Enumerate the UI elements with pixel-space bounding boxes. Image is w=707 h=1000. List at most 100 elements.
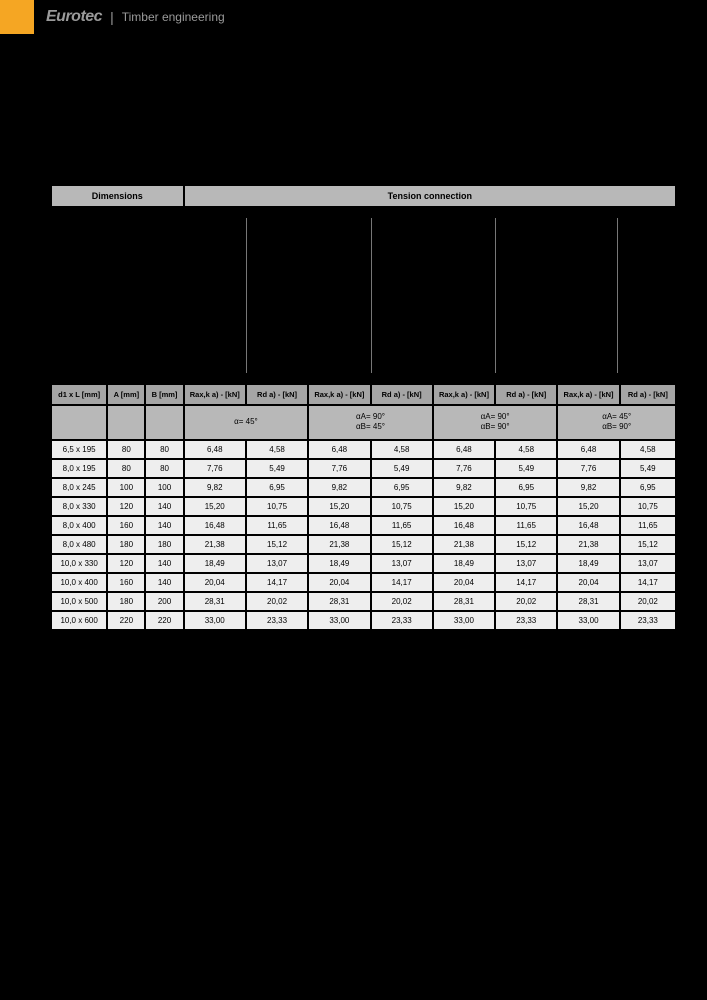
- angle-2: αA= 90° αB= 45°: [309, 406, 432, 439]
- col-raxk-2: Rax,k a) - [kN]: [309, 385, 369, 404]
- table-cell: 10,0 x 600: [52, 612, 106, 629]
- table-cell: 15,12: [496, 536, 556, 553]
- table-cell: 33,00: [185, 612, 245, 629]
- table-cell: 180: [108, 593, 144, 610]
- table-cell: 28,31: [185, 593, 245, 610]
- table-cell: 18,49: [434, 555, 494, 572]
- table-cell: 10,0 x 400: [52, 574, 106, 591]
- table-cell: 18,49: [309, 555, 369, 572]
- col-rd-2: Rd a) - [kN]: [372, 385, 432, 404]
- table-cell: 21,38: [309, 536, 369, 553]
- table-cell: 15,20: [185, 498, 245, 515]
- table-cell: 180: [146, 536, 182, 553]
- table-cell: 140: [146, 574, 182, 591]
- column-header-row: d1 x L [mm] A [mm] B [mm] Rax,k a) - [kN…: [52, 385, 675, 404]
- table-row: 10,0 x 33012014018,4913,0718,4913,0718,4…: [52, 555, 675, 572]
- header-tension: Tension connection: [185, 186, 675, 206]
- table-cell: 15,20: [434, 498, 494, 515]
- table-cell: 4,58: [247, 441, 307, 458]
- header-dimensions: Dimensions: [52, 186, 183, 206]
- table-cell: 33,00: [309, 612, 369, 629]
- table-cell: 7,76: [434, 460, 494, 477]
- table-cell: 5,49: [372, 460, 432, 477]
- angle-blank-0: [52, 406, 106, 439]
- table-cell: 140: [146, 517, 182, 534]
- table-cell: 15,12: [247, 536, 307, 553]
- table-cell: 13,07: [496, 555, 556, 572]
- table-cell: 9,82: [185, 479, 245, 496]
- table-cell: 80: [108, 460, 144, 477]
- table-row: 10,0 x 50018020028,3120,0228,3120,0228,3…: [52, 593, 675, 610]
- angle-blank-2: [146, 406, 182, 439]
- table-cell: 10,75: [372, 498, 432, 515]
- table-cell: 16,48: [558, 517, 618, 534]
- table-cell: 80: [146, 441, 182, 458]
- angle-3: αA= 90° αB= 90°: [434, 406, 557, 439]
- table-cell: 6,95: [621, 479, 675, 496]
- table-cell: 5,49: [496, 460, 556, 477]
- table-row: 8,0 x 48018018021,3815,1221,3815,1221,38…: [52, 536, 675, 553]
- table-cell: 16,48: [309, 517, 369, 534]
- angle-3-line1: αA= 90°: [481, 412, 510, 421]
- table-cell: 5,49: [621, 460, 675, 477]
- col-rd-3: Rd a) - [kN]: [496, 385, 556, 404]
- table-row: 8,0 x 2451001009,826,959,826,959,826,959…: [52, 479, 675, 496]
- page-header: Eurotec | Timber engineering: [0, 0, 707, 34]
- table-cell: 120: [108, 498, 144, 515]
- table-cell: 11,65: [247, 517, 307, 534]
- diagram-cell-1: [185, 208, 308, 383]
- table-cell: 13,07: [372, 555, 432, 572]
- table-cell: 8,0 x 245: [52, 479, 106, 496]
- table-cell: 8,0 x 195: [52, 460, 106, 477]
- table-cell: 8,0 x 330: [52, 498, 106, 515]
- table-cell: 28,31: [309, 593, 369, 610]
- table-cell: 6,5 x 195: [52, 441, 106, 458]
- table-cell: 9,82: [309, 479, 369, 496]
- table-cell: 80: [146, 460, 182, 477]
- col-a: A [mm]: [108, 385, 144, 404]
- table-cell: 13,07: [247, 555, 307, 572]
- table-cell: 80: [108, 441, 144, 458]
- angle-row: α= 45° αA= 90° αB= 45° αA= 90° αB= 90° α…: [52, 406, 675, 439]
- table-cell: 140: [146, 498, 182, 515]
- table-cell: 220: [146, 612, 182, 629]
- table-cell: 10,75: [496, 498, 556, 515]
- table-cell: 5,49: [247, 460, 307, 477]
- angle-4-line2: αB= 90°: [602, 422, 631, 431]
- table-cell: 18,49: [558, 555, 618, 572]
- table-cell: 15,20: [558, 498, 618, 515]
- table-cell: 7,76: [185, 460, 245, 477]
- diagram-cell-dimensions: [52, 208, 183, 383]
- table-cell: 7,76: [558, 460, 618, 477]
- table-cell: 21,38: [185, 536, 245, 553]
- table-cell: 13,07: [621, 555, 675, 572]
- table-cell: 7,76: [309, 460, 369, 477]
- table-cell: 20,04: [434, 574, 494, 591]
- table-cell: 10,0 x 500: [52, 593, 106, 610]
- col-b: B [mm]: [146, 385, 182, 404]
- diagram-cell-2: [309, 208, 432, 383]
- table-cell: 6,48: [309, 441, 369, 458]
- table-cell: 100: [146, 479, 182, 496]
- table-cell: 6,48: [185, 441, 245, 458]
- angle-4-line1: αA= 45°: [602, 412, 631, 421]
- table-body: 6,5 x 19580806,484,586,484,586,484,586,4…: [52, 441, 675, 629]
- col-raxk-4: Rax,k a) - [kN]: [558, 385, 618, 404]
- table-cell: 33,00: [558, 612, 618, 629]
- table-cell: 20,02: [621, 593, 675, 610]
- table-cell: 6,95: [372, 479, 432, 496]
- table-cell: 11,65: [621, 517, 675, 534]
- angle-3-line2: αB= 90°: [481, 422, 510, 431]
- brand-accent-block: [0, 0, 34, 34]
- col-d1xl: d1 x L [mm]: [52, 385, 106, 404]
- col-rd-4: Rd a) - [kN]: [621, 385, 675, 404]
- header-tagline: Timber engineering: [122, 10, 225, 24]
- table-cell: 14,17: [496, 574, 556, 591]
- table-cell: 160: [108, 574, 144, 591]
- table-cell: 20,04: [558, 574, 618, 591]
- table-cell: 10,75: [621, 498, 675, 515]
- table-cell: 15,12: [621, 536, 675, 553]
- table-cell: 15,12: [372, 536, 432, 553]
- table-row: 8,0 x 19580807,765,497,765,497,765,497,7…: [52, 460, 675, 477]
- table-cell: 16,48: [434, 517, 494, 534]
